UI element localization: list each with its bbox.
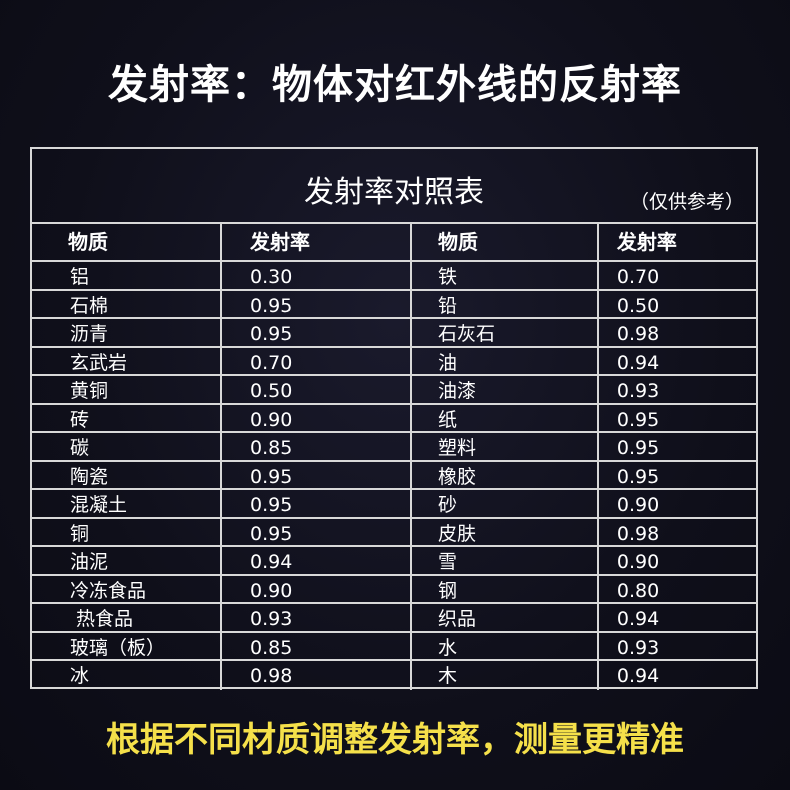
- material-cell: 钢: [412, 575, 599, 602]
- material-cell: 陶瓷: [32, 461, 223, 488]
- emissivity-cell: 0.70: [616, 266, 660, 288]
- table-row: 冰 0.98 木 0.94: [32, 661, 756, 690]
- emissivity-cell: 0.95: [222, 490, 412, 517]
- material-cell: 玄武岩: [32, 347, 223, 374]
- material-cell: 沥青: [32, 319, 223, 346]
- material-cell: 水: [412, 632, 599, 659]
- emissivity-cell: 0.93: [616, 636, 660, 659]
- emissivity-cell: 0.94: [222, 547, 412, 574]
- emissivity-cell: 0.30: [222, 262, 412, 289]
- material-cell: 砖: [32, 404, 223, 431]
- emissivity-cell: 0.93: [616, 380, 660, 402]
- material-cell: 纸: [412, 404, 599, 431]
- table-row: 热食品 0.93 织品 0.94: [32, 604, 756, 633]
- emissivity-cell: 0.98: [616, 522, 660, 545]
- table-row: 玻璃（板） 0.85 水 0.93: [32, 632, 756, 661]
- table-header-row: 物质 发射率 物质 发射率: [32, 224, 756, 262]
- emissivity-cell: 0.50: [616, 294, 660, 317]
- material-cell: 碳: [32, 433, 223, 460]
- emissivity-cell: 0.95: [222, 461, 412, 488]
- material-cell: 铁: [412, 262, 599, 289]
- emissivity-cell: 0.85: [222, 433, 412, 460]
- table-row: 混凝土 0.95 砂 0.90: [32, 490, 756, 519]
- emissivity-cell: 0.95: [616, 437, 660, 459]
- emissivity-cell: 0.95: [222, 290, 412, 317]
- table-row: 陶瓷 0.95 橡胶 0.95: [32, 461, 756, 490]
- emissivity-cell: 0.90: [616, 551, 660, 573]
- table-title: 发射率对照表: [304, 175, 484, 210]
- material-cell: 皮肤: [412, 518, 599, 545]
- table-row: 油泥 0.94 雪 0.90: [32, 547, 756, 576]
- emissivity-table: 发射率对照表 （仅供参考） 物质 发射率 物质 发射率 铝 0.30 铁 0.70 石棉…: [30, 147, 758, 690]
- material-cell: 玻璃（板）: [32, 632, 223, 659]
- material-cell: 塑料: [412, 433, 599, 460]
- emissivity-cell: 0.85: [222, 632, 412, 659]
- header-cell: 物质: [412, 224, 599, 260]
- footer-slogan: 根据不同材质调整发射率，测量更精准: [106, 720, 684, 760]
- emissivity-cell: 0.94: [616, 351, 660, 374]
- header-cell: 发射率: [616, 230, 677, 254]
- emissivity-cell: 0.80: [616, 579, 660, 602]
- material-cell: 混凝土: [32, 490, 223, 517]
- table-note: （仅供参考）: [629, 191, 744, 213]
- table-grid: 物质 发射率 物质 发射率 铝 0.30 铁 0.70 石棉 0.95 铅 0.50 沥青 0.9…: [32, 224, 756, 690]
- table-caption: 发射率对照表 （仅供参考）: [32, 149, 756, 224]
- page-title: 发射率：物体对红外线的反射率: [108, 62, 682, 108]
- material-cell: 石棉: [32, 290, 223, 317]
- material-cell: 油漆: [412, 376, 599, 403]
- emissivity-cell: 0.95: [222, 518, 412, 545]
- emissivity-cell: 0.93: [222, 604, 412, 631]
- material-cell: 冷冻食品: [32, 575, 223, 602]
- emissivity-cell: 0.95: [616, 408, 660, 431]
- table-row: 冷冻食品 0.90 钢 0.80: [32, 575, 756, 604]
- material-cell: 铝: [32, 262, 223, 289]
- material-cell: 木: [412, 661, 599, 690]
- emissivity-cell: 0.50: [222, 376, 412, 403]
- emissivity-cell: 0.95: [616, 465, 660, 488]
- material-cell: 铜: [32, 518, 223, 545]
- table-row: 碳 0.85 塑料 0.95: [32, 433, 756, 462]
- emissivity-cell: 0.98: [222, 661, 412, 690]
- table-row: 黄铜 0.50 油漆 0.93: [32, 376, 756, 405]
- material-cell: 雪: [412, 547, 599, 574]
- material-cell: 冰: [32, 661, 223, 690]
- emissivity-cell: 0.98: [616, 323, 660, 345]
- material-cell: 砂: [412, 490, 599, 517]
- header-cell: 发射率: [222, 224, 412, 260]
- emissivity-cell: 0.90: [222, 575, 412, 602]
- emissivity-cell: 0.70: [222, 347, 412, 374]
- material-cell: 铅: [412, 290, 599, 317]
- material-cell: 织品: [412, 604, 599, 631]
- table-row: 玄武岩 0.70 油 0.94: [32, 347, 756, 376]
- material-cell: 热食品: [32, 604, 223, 631]
- header-cell: 物质: [32, 224, 222, 260]
- emissivity-cell: 0.90: [222, 404, 412, 431]
- material-cell: 石灰石: [412, 319, 599, 346]
- emissivity-cell: 0.94: [616, 608, 660, 630]
- material-cell: 油: [412, 347, 599, 374]
- table-row: 沥青 0.95 石灰石 0.98: [32, 319, 756, 348]
- material-cell: 黄铜: [32, 376, 223, 403]
- table-row: 铜 0.95 皮肤 0.98: [32, 518, 756, 547]
- table-row: 石棉 0.95 铅 0.50: [32, 290, 756, 319]
- emissivity-cell: 0.94: [616, 665, 660, 687]
- emissivity-cell: 0.90: [616, 494, 660, 516]
- table-row: 铝 0.30 铁 0.70: [32, 262, 756, 291]
- table-row: 砖 0.90 纸 0.95: [32, 404, 756, 433]
- emissivity-cell: 0.95: [222, 319, 412, 346]
- material-cell: 橡胶: [412, 461, 599, 488]
- material-cell: 油泥: [32, 547, 223, 574]
